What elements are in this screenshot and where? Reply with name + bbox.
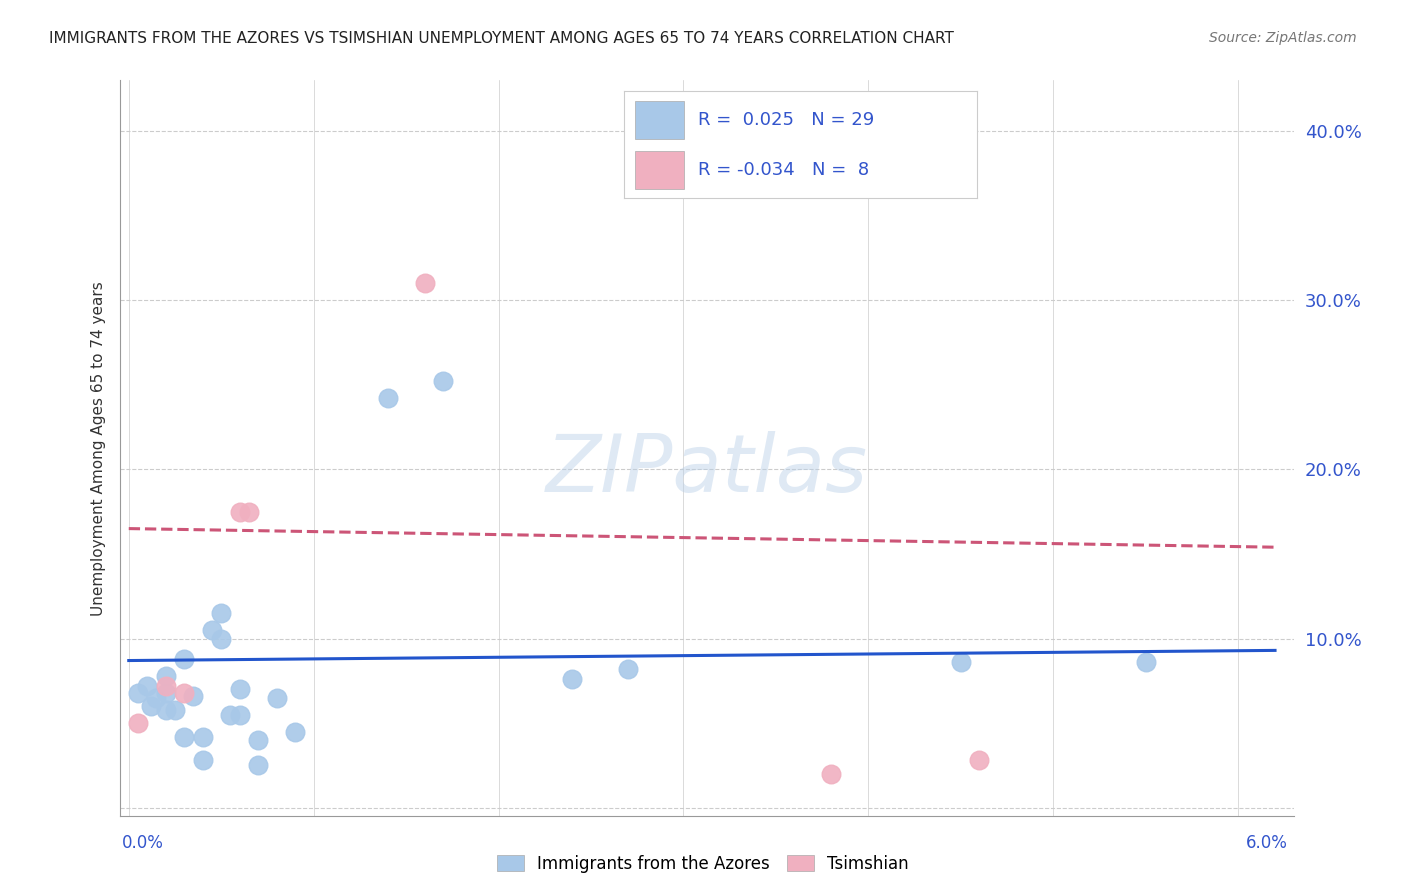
Point: [191, 753, 214, 767]
Point: [173, 652, 195, 666]
Point: [127, 686, 149, 700]
Point: [967, 753, 990, 767]
Point: [432, 375, 454, 389]
Point: [155, 669, 177, 683]
Point: [820, 767, 842, 781]
Point: [155, 679, 177, 693]
Point: [191, 730, 214, 744]
Text: 6.0%: 6.0%: [1246, 834, 1288, 852]
Point: [561, 672, 583, 686]
Point: [173, 730, 195, 744]
Point: [127, 716, 149, 731]
Point: [238, 505, 260, 519]
Text: IMMIGRANTS FROM THE AZORES VS TSIMSHIAN UNEMPLOYMENT AMONG AGES 65 TO 74 YEARS C: IMMIGRANTS FROM THE AZORES VS TSIMSHIAN …: [49, 31, 955, 46]
Point: [228, 707, 250, 722]
Text: ZIPatlas: ZIPatlas: [546, 432, 868, 509]
Point: [173, 686, 195, 700]
Point: [228, 505, 250, 519]
Point: [219, 707, 242, 722]
Point: [209, 632, 232, 646]
Point: [183, 689, 205, 703]
Legend: Immigrants from the Azores, Tsimshian: Immigrants from the Azores, Tsimshian: [491, 848, 915, 880]
Point: [201, 623, 224, 637]
Point: [247, 758, 270, 772]
Point: [284, 724, 307, 739]
Point: [949, 655, 972, 669]
Point: [228, 682, 250, 697]
Point: [209, 606, 232, 620]
Point: [139, 699, 162, 714]
Point: [377, 392, 399, 406]
Text: Source: ZipAtlas.com: Source: ZipAtlas.com: [1209, 31, 1357, 45]
Point: [413, 277, 436, 291]
Point: [617, 662, 640, 676]
Point: [247, 733, 270, 747]
Point: [163, 703, 186, 717]
Point: [155, 703, 177, 717]
Point: [145, 690, 167, 705]
Point: [266, 690, 288, 705]
Text: 0.0%: 0.0%: [122, 834, 165, 852]
Point: [155, 686, 177, 700]
Point: [1135, 655, 1157, 669]
Point: [136, 679, 159, 693]
Y-axis label: Unemployment Among Ages 65 to 74 years: Unemployment Among Ages 65 to 74 years: [90, 281, 105, 615]
